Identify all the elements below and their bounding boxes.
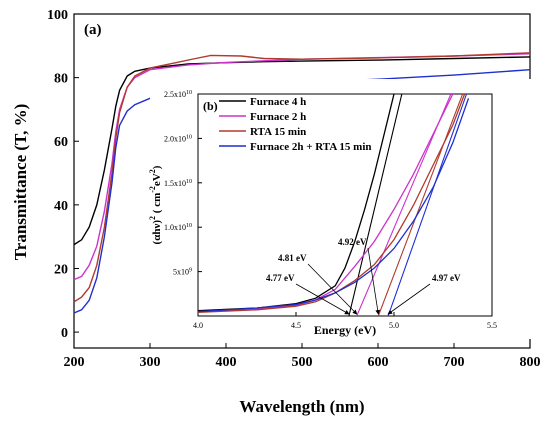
inset-plot-area [198,94,470,316]
main-y-axis-title: Transmittance (T, %) [11,104,30,261]
inset-annotation-arrow [307,263,358,315]
inset-plot-frame [197,93,493,317]
inset-panel: 5x109 1.0x1010 1.5x1010 2.0x1010 2.5x1010 4.… [148,79,540,339]
main-series-line [73,52,531,303]
main-panel: 0 20 40 60 80 100 200 300 400 500 600 700 800 (a) W… [11,8,541,416]
inset-legend-label: Furnace 2 h [250,111,306,123]
inset-x-tick-label: 4.0 [193,321,203,330]
main-x-tick-label: 200 [64,355,85,370]
main-x-tick-label: 400 [216,355,237,370]
inset-annotation-label: 4.97 eV [432,273,461,283]
inset-x-axis-title: Energy (eV) [314,323,376,337]
inset-annotation-label: 4.77 eV [266,273,295,283]
main-y-tick-label: 40 [54,199,68,214]
inset-y-tick-label: 2.5x1010 [164,90,192,99]
inset-y-tick-label: 1.0x1010 [164,223,192,232]
inset-series [198,94,470,314]
main-x-tick-label: 500 [292,355,313,370]
panel-label-b: (b) [203,99,218,113]
inset-x-tick-label: 5.5 [487,321,497,330]
inset-y-tick-label: 5x109 [173,268,192,277]
main-y-tick-label: 80 [54,72,68,87]
main-y-tick-label: 60 [54,135,68,150]
inset-annotation-label: 4.81 eV [278,253,307,263]
inset-annotation-label: 4.92 eV [338,237,367,247]
main-y-tick-label: 100 [47,8,68,23]
main-x-tick-label: 800 [520,355,541,370]
inset-series-line [198,94,454,313]
inset-x-tick-label: 4.5 [291,321,301,330]
inset-annotations: 4.77 eV 4.81 eV 4.92 eV 4.97 eV [266,237,461,315]
main-series-line [73,56,531,246]
main-x-tick-label: 600 [368,355,389,370]
inset-y-tick-label: 2.0x1010 [164,134,192,143]
main-x-axis-title: Wavelength (nm) [239,397,364,416]
inset-y-ticks: 5x109 1.0x1010 1.5x1010 2.0x1010 2.5x1010 [164,90,202,277]
main-x-tick-label: 700 [444,355,465,370]
inset-legend-label: Furnace 4 h [250,96,306,108]
panel-label-a: (a) [84,22,102,38]
inset-annotation-arrow [367,247,381,315]
main-y-tick-label: 0 [61,326,68,341]
inset-tangent-line [348,94,403,316]
inset-legend-label: Furnace 2h + RTA 15 min [250,141,372,153]
inset-annotation-arrow [295,283,350,315]
inset-series-line [198,98,470,313]
inset-legend-label: RTA 15 min [250,126,306,138]
inset-background [150,79,540,339]
main-y-tick-label: 20 [54,262,68,277]
main-x-ticks: 200 300 400 500 600 700 800 [64,343,541,370]
inset-y-tick-label: 1.5x1010 [164,179,192,188]
inset-tangent-line [377,94,464,316]
inset-series-line [198,94,466,314]
inset-y-axis-title: (αhν)2 ( cm-2eV2) [148,165,163,244]
main-x-tick-label: 300 [140,355,161,370]
inset-x-ticks: 4.0 4.5 5.0 5.5 [193,312,497,330]
inset-legend: Furnace 4 h Furnace 2 h RTA 15 min Furnace … [219,96,372,153]
inset-tangent-line [387,94,468,316]
main-y-ticks: 0 20 40 60 80 100 [47,8,79,341]
inset-annotation-arrow [387,283,431,315]
inset-x-tick-label: 5.0 [389,321,399,330]
